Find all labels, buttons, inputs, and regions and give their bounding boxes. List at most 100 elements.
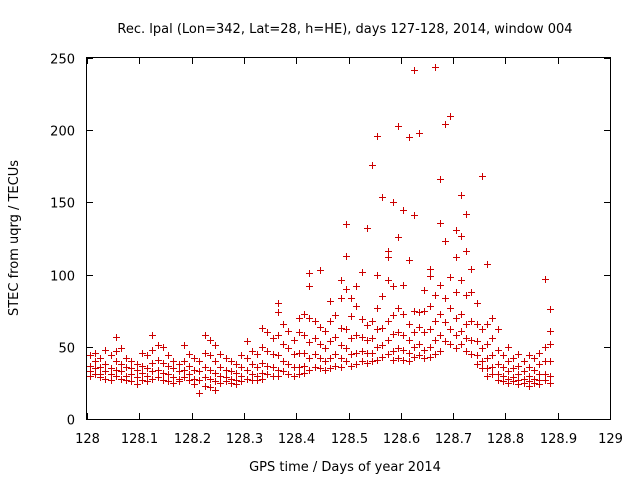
x-tick-label: 128.8 [487, 432, 524, 447]
data-point-marker [186, 351, 193, 358]
data-point-marker [249, 371, 256, 378]
data-point-marker [87, 373, 94, 380]
data-point-marker [264, 348, 271, 355]
data-point-marker [327, 355, 334, 362]
data-point-marker [385, 337, 392, 344]
data-point-marker [542, 276, 549, 283]
data-point-marker [223, 378, 230, 385]
data-point-marker [515, 363, 522, 370]
data-point-marker [155, 374, 162, 381]
data-point-marker [139, 377, 146, 384]
data-point-marker [285, 361, 292, 368]
data-point-marker [102, 376, 109, 383]
data-point-marker [416, 352, 423, 359]
data-point-marker [181, 367, 188, 374]
data-point-marker [547, 380, 554, 387]
data-point-marker [531, 367, 538, 374]
data-point-marker [144, 352, 151, 359]
data-point-marker [207, 376, 214, 383]
data-point-marker [270, 351, 277, 358]
data-point-marker [327, 338, 334, 345]
data-point-marker [217, 351, 224, 358]
data-point-marker [400, 357, 407, 364]
data-point-marker [385, 248, 392, 255]
data-point-marker [160, 344, 167, 351]
data-point-marker [254, 364, 261, 371]
data-point-marker [170, 380, 177, 387]
data-point-marker [280, 358, 287, 365]
data-point-marker [385, 254, 392, 261]
data-point-marker [139, 370, 146, 377]
data-point-marker [223, 355, 230, 362]
data-point-marker [113, 348, 120, 355]
data-point-marker [228, 368, 235, 375]
data-point-marker [489, 352, 496, 359]
data-point-marker [118, 368, 125, 375]
data-point-marker [306, 315, 313, 322]
data-point-marker [202, 374, 209, 381]
data-point-marker [118, 361, 125, 368]
data-point-marker [395, 345, 402, 352]
data-point-marker [547, 341, 554, 348]
data-point-marker [149, 332, 156, 339]
data-point-marker [312, 351, 319, 358]
data-point-marker [191, 355, 198, 362]
data-point-marker [348, 313, 355, 320]
plot-frame [86, 57, 611, 420]
data-point-marker [343, 221, 350, 228]
data-point-marker [374, 344, 381, 351]
data-point-marker [196, 358, 203, 365]
data-point-marker [359, 269, 366, 276]
data-point-marker [228, 380, 235, 387]
data-point-marker [322, 367, 329, 374]
data-point-marker [322, 345, 329, 352]
data-point-marker [108, 365, 115, 372]
data-point-marker [505, 358, 512, 365]
data-point-marker [207, 337, 214, 344]
data-point-marker [291, 373, 298, 380]
data-point-marker [149, 376, 156, 383]
data-point-marker [505, 380, 512, 387]
y-tick-label: 50 [58, 342, 75, 357]
data-point-marker [390, 357, 397, 364]
data-point-marker [202, 332, 209, 339]
data-point-marker [442, 319, 449, 326]
x-tick-label: 128.6 [383, 432, 420, 447]
data-point-marker [306, 339, 313, 346]
data-point-marker [128, 365, 135, 372]
data-point-marker [474, 300, 481, 307]
data-point-marker [484, 321, 491, 328]
data-point-marker [411, 344, 418, 351]
data-point-marker [437, 176, 444, 183]
data-point-marker [113, 367, 120, 374]
data-point-marker [343, 286, 350, 293]
data-point-marker [149, 368, 156, 375]
data-point-marker [515, 371, 522, 378]
data-point-marker [489, 335, 496, 342]
data-point-marker [353, 303, 360, 310]
data-point-marker [374, 326, 381, 333]
data-point-marker [390, 348, 397, 355]
data-point-marker [254, 351, 261, 358]
data-point-marker [479, 173, 486, 180]
data-point-marker [379, 293, 386, 300]
data-point-marker [160, 377, 167, 384]
data-point-marker [500, 378, 507, 385]
data-point-marker [212, 387, 219, 394]
data-point-marker [400, 282, 407, 289]
data-point-marker [123, 364, 130, 371]
data-point-marker [264, 329, 271, 336]
data-point-marker [322, 358, 329, 365]
data-point-marker [390, 199, 397, 206]
data-point-marker [547, 358, 554, 365]
data-point-marker [521, 368, 528, 375]
data-point-marker [547, 328, 554, 335]
x-tick-label: 129 [598, 432, 623, 447]
data-point-marker [165, 363, 172, 370]
data-point-marker [463, 321, 470, 328]
data-point-marker [484, 373, 491, 380]
x-axis-ticks: 128 128.1 128.2 128.3 128.4 128.5 128.6 128.7 12… [75, 58, 623, 447]
data-point-marker [343, 253, 350, 260]
data-point-marker [495, 361, 502, 368]
data-point-marker [411, 308, 418, 315]
